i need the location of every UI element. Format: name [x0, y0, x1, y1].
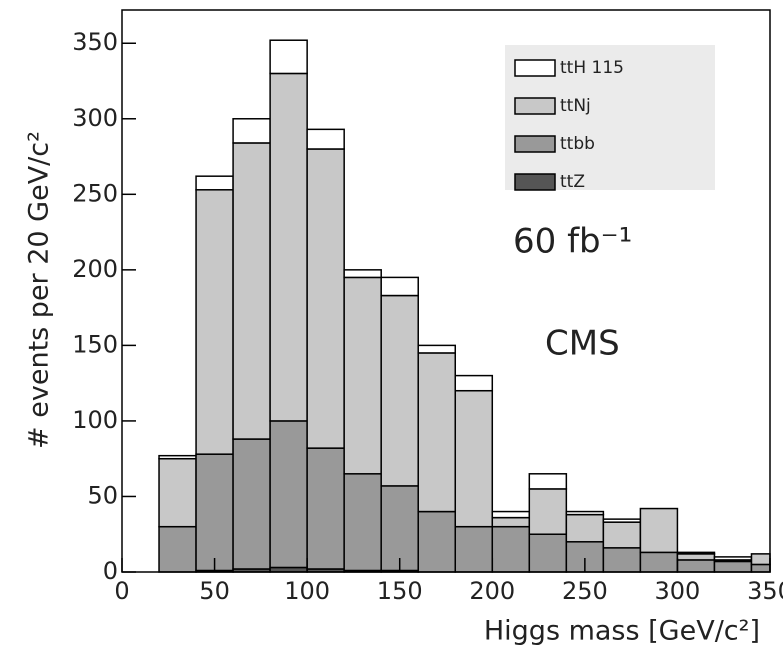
- histogram-bar: [491, 516, 531, 528]
- histogram-bar: [602, 521, 642, 549]
- x-tick-label: 200: [469, 577, 515, 605]
- histogram-bar: [676, 559, 716, 573]
- annotation: 60 fb⁻¹: [513, 222, 632, 262]
- histogram-bar: [306, 447, 345, 570]
- histogram-bar: [417, 510, 457, 573]
- x-tick-label: 50: [199, 577, 230, 605]
- y-tick-label: 100: [72, 406, 118, 434]
- x-tick-label: 150: [377, 577, 423, 605]
- histogram-bar: [454, 389, 494, 528]
- histogram-bar: [528, 488, 568, 535]
- histogram-bar: [491, 510, 531, 519]
- y-axis-label: # events per 20 GeV/c²: [24, 131, 55, 449]
- histogram-bar: [306, 148, 345, 449]
- histogram-bar: [158, 525, 197, 573]
- histogram-bar: [343, 276, 382, 475]
- histogram-bar: [380, 485, 419, 572]
- y-tick-label: 200: [72, 255, 118, 283]
- legend-swatch: [514, 135, 556, 153]
- histogram-bar: [380, 294, 419, 487]
- legend-label: ttH 115: [560, 58, 624, 78]
- histogram-bar: [713, 556, 753, 561]
- histogram-bar: [602, 518, 642, 523]
- histogram-bar: [750, 553, 771, 566]
- histogram-bar: [602, 547, 642, 573]
- x-tick-label: 300: [655, 577, 701, 605]
- legend-label: ttbb: [560, 134, 595, 154]
- histogram-bar: [306, 128, 345, 150]
- histogram-bar: [639, 507, 679, 554]
- x-axis-label: Higgs mass [GeV/c²]: [484, 616, 760, 647]
- histogram-bar: [750, 563, 771, 573]
- legend-swatch: [514, 173, 556, 191]
- y-tick-label: 350: [72, 28, 118, 56]
- histogram-bar: [417, 344, 457, 354]
- histogram-bar: [195, 175, 234, 191]
- plot-frame: [121, 9, 771, 573]
- histogram-bar: [713, 560, 753, 573]
- y-tick-label: 0: [103, 557, 118, 585]
- histogram-bar: [565, 513, 605, 543]
- y-tick-label: 300: [72, 104, 118, 132]
- histogram-bar: [232, 118, 271, 144]
- histogram-bar: [639, 551, 679, 573]
- histogram-bar: [454, 374, 494, 392]
- histogram-bar: [380, 276, 419, 297]
- x-tick-label: 100: [284, 577, 330, 605]
- histogram-bar: [528, 533, 568, 573]
- annotation: CMS: [545, 324, 620, 364]
- legend-label: ttNj: [560, 96, 591, 116]
- histogram-bar: [158, 454, 197, 460]
- legend-label: ttZ: [560, 172, 585, 192]
- histogram-bar: [343, 473, 382, 572]
- histogram-bar: [269, 72, 308, 422]
- histogram-bar: [565, 510, 605, 516]
- histogram-bar: [232, 142, 271, 440]
- histogram-bar: [232, 438, 271, 570]
- histogram-bar: [343, 269, 382, 279]
- legend-swatch: [514, 59, 556, 77]
- histogram-bar: [491, 525, 531, 573]
- y-tick-label: 50: [87, 481, 118, 509]
- histogram-bar: [676, 553, 716, 561]
- histogram-bar: [195, 453, 234, 572]
- histogram-bar: [676, 551, 716, 555]
- histogram-bar: [528, 473, 568, 490]
- legend-swatch: [514, 97, 556, 115]
- histogram-bar: [417, 352, 457, 513]
- y-tick-label: 250: [72, 179, 118, 207]
- y-tick-label: 150: [72, 330, 118, 358]
- x-tick-label: 250: [562, 577, 608, 605]
- histogram-bar: [158, 457, 197, 528]
- x-tick-label: 350: [747, 577, 783, 605]
- x-tick-label: 0: [114, 577, 129, 605]
- histogram-bar: [269, 39, 308, 75]
- histogram-bar: [269, 420, 308, 569]
- histogram-bar: [454, 525, 494, 573]
- histogram-bar: [195, 189, 234, 455]
